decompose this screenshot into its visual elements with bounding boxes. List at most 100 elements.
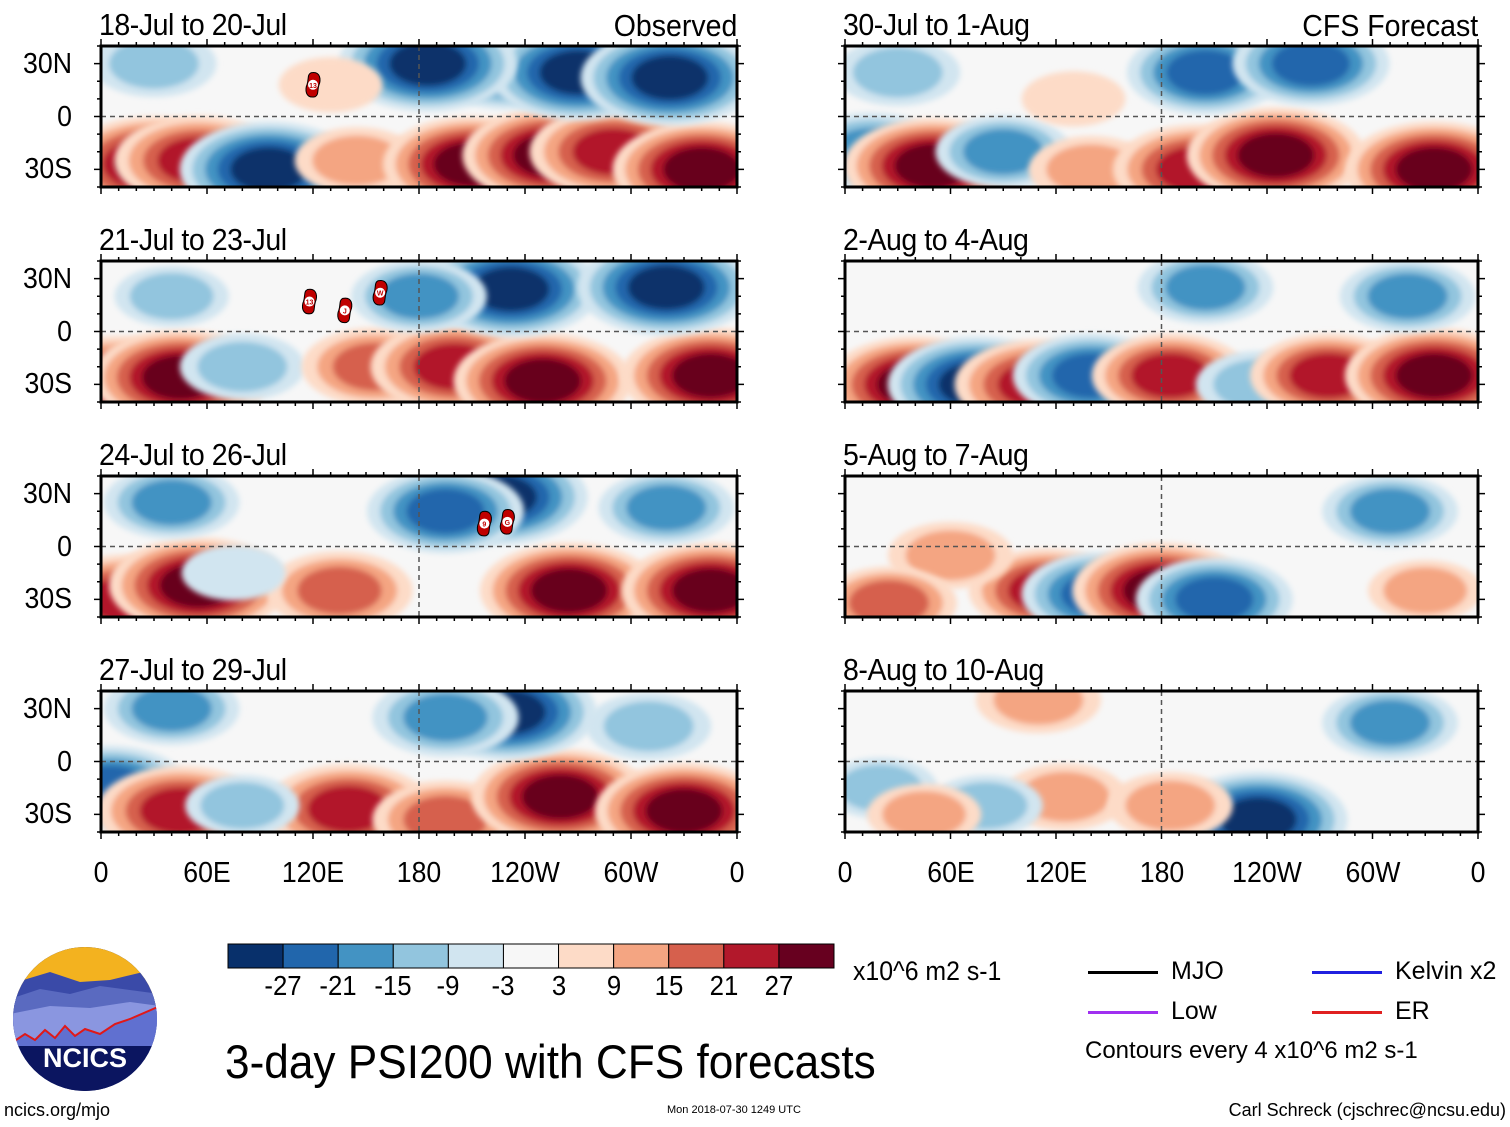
colorbar-swatch — [502, 943, 560, 969]
lon-tick-label: 120E — [1024, 857, 1088, 889]
lat-tick-label: 30S — [24, 583, 72, 616]
positive-anomaly — [266, 551, 413, 617]
panel-title: 24-Jul to 26-Jul — [99, 437, 287, 472]
storm-label: 13 — [306, 300, 314, 307]
negative-anomaly — [1339, 261, 1476, 333]
positive-anomaly — [621, 327, 737, 402]
negative-anomaly — [185, 775, 300, 832]
legend-label: MJO — [1171, 957, 1224, 985]
positive-anomaly — [453, 333, 632, 402]
legend-swatch — [1312, 1011, 1382, 1014]
colorbar-swatch — [447, 943, 504, 969]
map-panel: 13 J W — [94, 254, 744, 409]
legend-label: ER — [1395, 997, 1430, 1025]
positive-anomaly — [845, 566, 957, 617]
lon-tick-label: 120E — [281, 857, 345, 889]
panel-title: 5-Aug to 7-Aug — [843, 437, 1029, 472]
negative-anomaly — [1232, 46, 1390, 106]
ncics-logo: NCICS — [13, 947, 157, 1091]
lon-tick-label: 0 — [729, 857, 745, 889]
tropical-cyclone-icon: 13 — [305, 72, 321, 98]
panel-title: 30-Jul to 1-Aug — [843, 7, 1030, 42]
negative-anomaly — [372, 691, 519, 757]
colorbar-swatch — [392, 943, 449, 969]
positive-anomaly — [1344, 121, 1478, 187]
tropical-cyclone-icon: J — [337, 297, 353, 324]
negative-anomaly — [845, 46, 961, 106]
colorbar-tick-label: -27 — [264, 970, 302, 1001]
map-panel — [838, 254, 1485, 409]
positive-anomaly — [975, 691, 1101, 734]
positive-anomaly — [1344, 327, 1478, 402]
lon-tick-label: 180 — [396, 857, 442, 889]
negative-anomaly — [179, 333, 305, 401]
colorbar-swatch — [282, 943, 339, 969]
tropical-cyclone-icon: 13 — [301, 288, 317, 315]
storm-label: J — [343, 308, 347, 315]
negative-anomaly — [1135, 557, 1293, 617]
author-credit: Carl Schreck (cjschrec@ncsu.edu) — [1228, 1100, 1506, 1120]
lon-tick-label: 0 — [1470, 857, 1486, 889]
panel-title: 21-Jul to 23-Jul — [99, 222, 287, 257]
negative-anomaly — [935, 115, 1072, 187]
negative-anomaly — [101, 46, 217, 97]
positive-anomaly — [594, 763, 737, 832]
lon-tick-label: 180 — [1139, 857, 1184, 889]
map-panel — [838, 684, 1485, 839]
colorbar-tick-label: -3 — [491, 970, 515, 1001]
colorbar-swatch — [668, 943, 725, 969]
negative-anomaly — [580, 46, 737, 126]
storm-label: 9 — [482, 522, 486, 529]
negative-anomaly — [598, 476, 735, 544]
colorbar-tick-label: -15 — [374, 970, 412, 1001]
panel-title: 27-Jul to 29-Jul — [99, 652, 287, 687]
colorbar-tick-label: 21 — [709, 970, 739, 1001]
panel-title: 8-Aug to 10-Aug — [843, 652, 1044, 687]
lat-tick-label: 30S — [24, 368, 72, 401]
map-panel: 13 — [94, 39, 744, 194]
website-link[interactable]: ncics.org/mjo — [4, 1100, 111, 1120]
positive-anomaly — [1021, 71, 1126, 127]
negative-anomaly — [577, 261, 737, 336]
positive-anomaly — [278, 57, 383, 113]
legend-label: Low — [1171, 997, 1217, 1025]
lat-tick-label: 0 — [57, 100, 72, 133]
lon-tick-label: 120W — [490, 857, 560, 889]
negative-anomaly — [103, 476, 240, 539]
colorbar-swatch — [778, 943, 835, 969]
lat-tick-label: 30N — [23, 692, 72, 725]
legend-swatch — [1088, 971, 1158, 974]
storm-label: G — [505, 520, 511, 527]
negative-anomaly — [351, 261, 487, 333]
colorbar-swatch — [613, 943, 670, 969]
colorbar-tick-label: 9 — [606, 970, 621, 1001]
negative-anomaly — [181, 545, 286, 601]
lon-tick-label: 0 — [93, 857, 109, 889]
map-panel — [94, 684, 744, 839]
panel-title: 2-Aug to 4-Aug — [843, 222, 1029, 257]
positive-anomaly — [866, 783, 982, 832]
storm-label: W — [377, 291, 384, 298]
legend-label: Kelvin x2 — [1395, 957, 1497, 985]
colorbar-swatch — [558, 943, 615, 969]
colorbar-swatch — [227, 943, 284, 969]
logo-text: NCICS — [43, 1043, 127, 1073]
map-panel — [838, 469, 1485, 624]
lon-tick-label: 60W — [603, 857, 659, 889]
legend-swatch — [1312, 971, 1382, 974]
forecast-header: CFS Forecast — [1302, 8, 1478, 43]
colorbar-tick-label: 15 — [654, 970, 684, 1001]
lat-tick-label: 30N — [23, 262, 72, 295]
lat-tick-label: 30N — [23, 477, 72, 510]
colorbar — [227, 943, 835, 969]
tropical-cyclone-icon: W — [372, 280, 388, 306]
positive-anomaly — [621, 542, 737, 617]
negative-anomaly — [1322, 691, 1458, 759]
lon-tick-label: 0 — [837, 857, 853, 889]
negative-anomaly — [103, 691, 240, 745]
negative-anomaly — [114, 265, 229, 327]
contour-note: Contours every 4 x10^6 m2 s-1 — [1085, 1037, 1418, 1064]
lat-tick-label: 30N — [23, 47, 72, 80]
lon-tick-label: 60W — [1345, 857, 1400, 889]
